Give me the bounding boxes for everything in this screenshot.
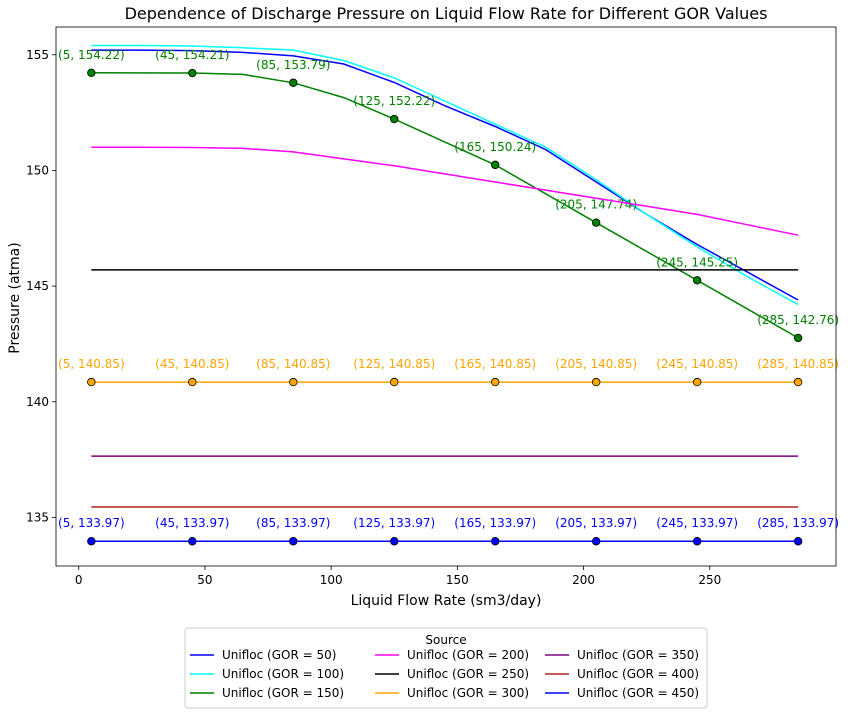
x-tick-label: 150 (446, 573, 469, 587)
y-tick-label: 145 (26, 279, 49, 293)
data-point-marker (188, 537, 197, 546)
data-point-label: (285, 142.76) (757, 313, 839, 327)
data-point-label: (205, 140.85) (555, 357, 637, 371)
data-point-label: (245, 140.85) (656, 357, 738, 371)
x-tick-label: 250 (698, 573, 721, 587)
data-point-marker (188, 377, 197, 387)
data-point-label: (5, 133.97) (58, 516, 125, 530)
x-tick-label: 100 (320, 573, 343, 587)
series-line-2 (91, 44, 799, 306)
data-point-label: (205, 133.97) (555, 516, 637, 530)
data-point-label: (45, 154.21) (155, 48, 229, 62)
series-line-1 (91, 49, 799, 301)
data-point-label: (165, 150.24) (454, 140, 536, 154)
legend-entry-label: Unifloc (GOR = 450) (577, 686, 699, 700)
data-point-marker (188, 68, 197, 78)
data-point-marker (390, 537, 399, 546)
data-point-marker (87, 68, 96, 78)
data-point-label: (245, 133.97) (656, 516, 738, 530)
legend-entry-label: Unifloc (GOR = 250) (407, 667, 529, 681)
data-point-marker (692, 276, 702, 285)
legend-entry-label: Unifloc (GOR = 150) (222, 686, 344, 700)
y-tick-label: 140 (26, 395, 49, 409)
y-tick-label: 150 (26, 163, 49, 177)
data-point-label: (285, 140.85) (757, 357, 839, 371)
data-point-marker (591, 537, 601, 546)
data-point-marker (692, 377, 702, 387)
y-tick-label: 135 (26, 510, 49, 524)
data-point-label: (165, 133.97) (454, 516, 536, 530)
plot-area: 0 50 100 150 200 250 135 140 145 150 155 (5, 154.22… (26, 26, 839, 587)
legend: Source Unifloc (GOR = 50) Unifloc (GOR = … (184, 627, 708, 709)
data-point-marker (390, 377, 399, 387)
data-point-label: (205, 147.74) (555, 198, 637, 212)
data-point-marker (390, 114, 399, 124)
data-point-marker (793, 537, 803, 546)
x-tick-label: 50 (197, 573, 212, 587)
legend-entry-label: Unifloc (GOR = 100) (222, 667, 344, 681)
data-point-label: (5, 154.22) (58, 48, 125, 62)
legend-title: Source (425, 633, 466, 647)
data-point-marker (491, 537, 500, 546)
data-point-label: (285, 133.97) (757, 516, 839, 530)
data-point-marker (87, 537, 96, 546)
legend-frame (184, 627, 708, 709)
data-point-marker (87, 377, 96, 387)
data-point-label: (125, 152.22) (353, 94, 435, 108)
data-point-label: (125, 133.97) (353, 516, 435, 530)
y-tick-label: 155 (26, 48, 49, 62)
y-axis-label: Pressure (atma) (7, 242, 23, 353)
data-point-label: (85, 153.79) (256, 58, 330, 72)
data-point-marker (289, 537, 298, 546)
data-point-label: (125, 140.85) (353, 357, 435, 371)
data-point-label: (45, 140.85) (155, 357, 229, 371)
x-tick-label: 200 (572, 573, 595, 587)
data-point-marker (491, 160, 500, 170)
data-point-marker (591, 377, 601, 387)
legend-entry-label: Unifloc (GOR = 400) (577, 667, 699, 681)
series-line-4 (91, 146, 799, 236)
data-point-label: (85, 133.97) (256, 516, 330, 530)
data-point-marker (289, 78, 298, 87)
data-point-label: (165, 140.85) (454, 357, 536, 371)
chart-title: Dependence of Discharge Pressure on Liqu… (125, 4, 768, 23)
legend-entry-label: Unifloc (GOR = 350) (577, 648, 699, 662)
data-point-marker (289, 377, 298, 387)
data-point-marker (491, 377, 500, 387)
plot-frame (55, 26, 837, 567)
x-tick-label: 0 (75, 573, 83, 587)
data-point-label: (245, 145.25) (656, 255, 738, 269)
data-point-label: (85, 140.85) (256, 357, 330, 371)
legend-entry-label: Unifloc (GOR = 300) (407, 686, 529, 700)
data-point-marker (591, 218, 601, 227)
legend-entry-label: Unifloc (GOR = 200) (407, 648, 529, 662)
data-point-marker (692, 537, 702, 546)
series-line-3 (91, 72, 799, 339)
data-point-label: (5, 140.85) (58, 357, 125, 371)
data-point-label: (45, 133.97) (155, 516, 229, 530)
legend-entry-label: Unifloc (GOR = 50) (222, 648, 336, 662)
data-point-marker (793, 333, 803, 343)
data-point-marker (793, 377, 803, 387)
x-axis-label: Liquid Flow Rate (sm3/day) (351, 593, 542, 609)
